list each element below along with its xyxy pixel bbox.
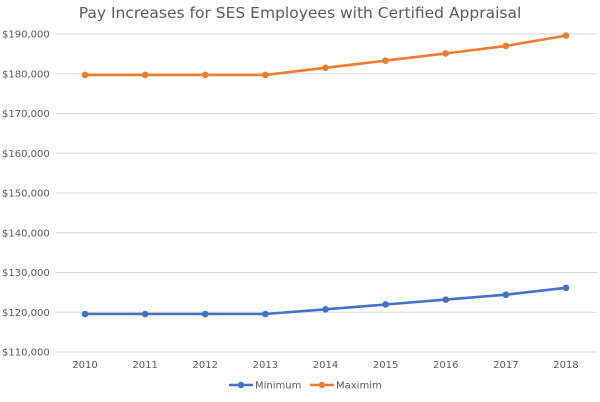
data-point <box>502 42 510 50</box>
x-tick-label: 2010 <box>72 360 97 371</box>
legend: Minimum Maximim <box>229 381 382 392</box>
series-group <box>81 32 570 318</box>
data-point <box>382 301 389 308</box>
x-tick-label: 2013 <box>253 360 278 371</box>
data-point <box>201 310 209 318</box>
y-tick-label: $120,000 <box>2 308 50 319</box>
legend-marker-icon <box>237 381 245 389</box>
x-tick-label: 2015 <box>373 360 398 371</box>
legend-label: Maximim <box>336 381 382 392</box>
data-point <box>502 291 510 299</box>
y-tick-label: $110,000 <box>2 348 50 359</box>
x-axis: 2010 2011 2012 2013 2014 2015 2016 2017 2018 <box>72 360 578 371</box>
legend-marker-icon <box>318 381 326 389</box>
data-point <box>81 71 89 79</box>
y-tick-label: $190,000 <box>2 30 50 41</box>
y-tick-label: $140,000 <box>2 228 50 239</box>
gridlines <box>56 33 597 353</box>
data-point <box>201 71 209 79</box>
data-point <box>322 305 329 313</box>
y-tick-label: $130,000 <box>2 268 50 279</box>
data-point <box>141 71 149 79</box>
x-tick-label: 2018 <box>553 360 578 371</box>
data-point <box>562 284 570 292</box>
data-point <box>262 71 269 79</box>
data-point <box>442 296 450 303</box>
legend-item-maximim: Maximim <box>310 381 382 392</box>
legend-item-minimum: Minimum <box>229 381 301 392</box>
data-point <box>262 310 269 318</box>
y-axis: $110,000 $120,000 $130,000 $140,000 $150,000… <box>2 30 50 359</box>
data-point <box>442 50 450 57</box>
x-tick-label: 2016 <box>433 360 458 371</box>
data-point <box>382 57 389 64</box>
y-tick-label: $180,000 <box>2 69 50 80</box>
series-maximim <box>81 32 570 79</box>
y-tick-label: $160,000 <box>2 149 50 160</box>
data-point <box>322 64 329 72</box>
chart-title: Pay Increases for SES Employees with Cer… <box>79 4 522 22</box>
x-tick-label: 2011 <box>132 360 157 371</box>
series-minimum <box>81 284 570 318</box>
legend-label: Minimum <box>255 381 301 392</box>
data-point <box>81 310 89 318</box>
x-tick-label: 2017 <box>493 360 518 371</box>
x-tick-label: 2014 <box>313 360 338 371</box>
y-tick-label: $170,000 <box>2 109 50 120</box>
x-tick-label: 2012 <box>193 360 218 371</box>
data-point <box>141 310 149 318</box>
data-point <box>562 32 570 39</box>
y-tick-label: $150,000 <box>2 189 50 200</box>
